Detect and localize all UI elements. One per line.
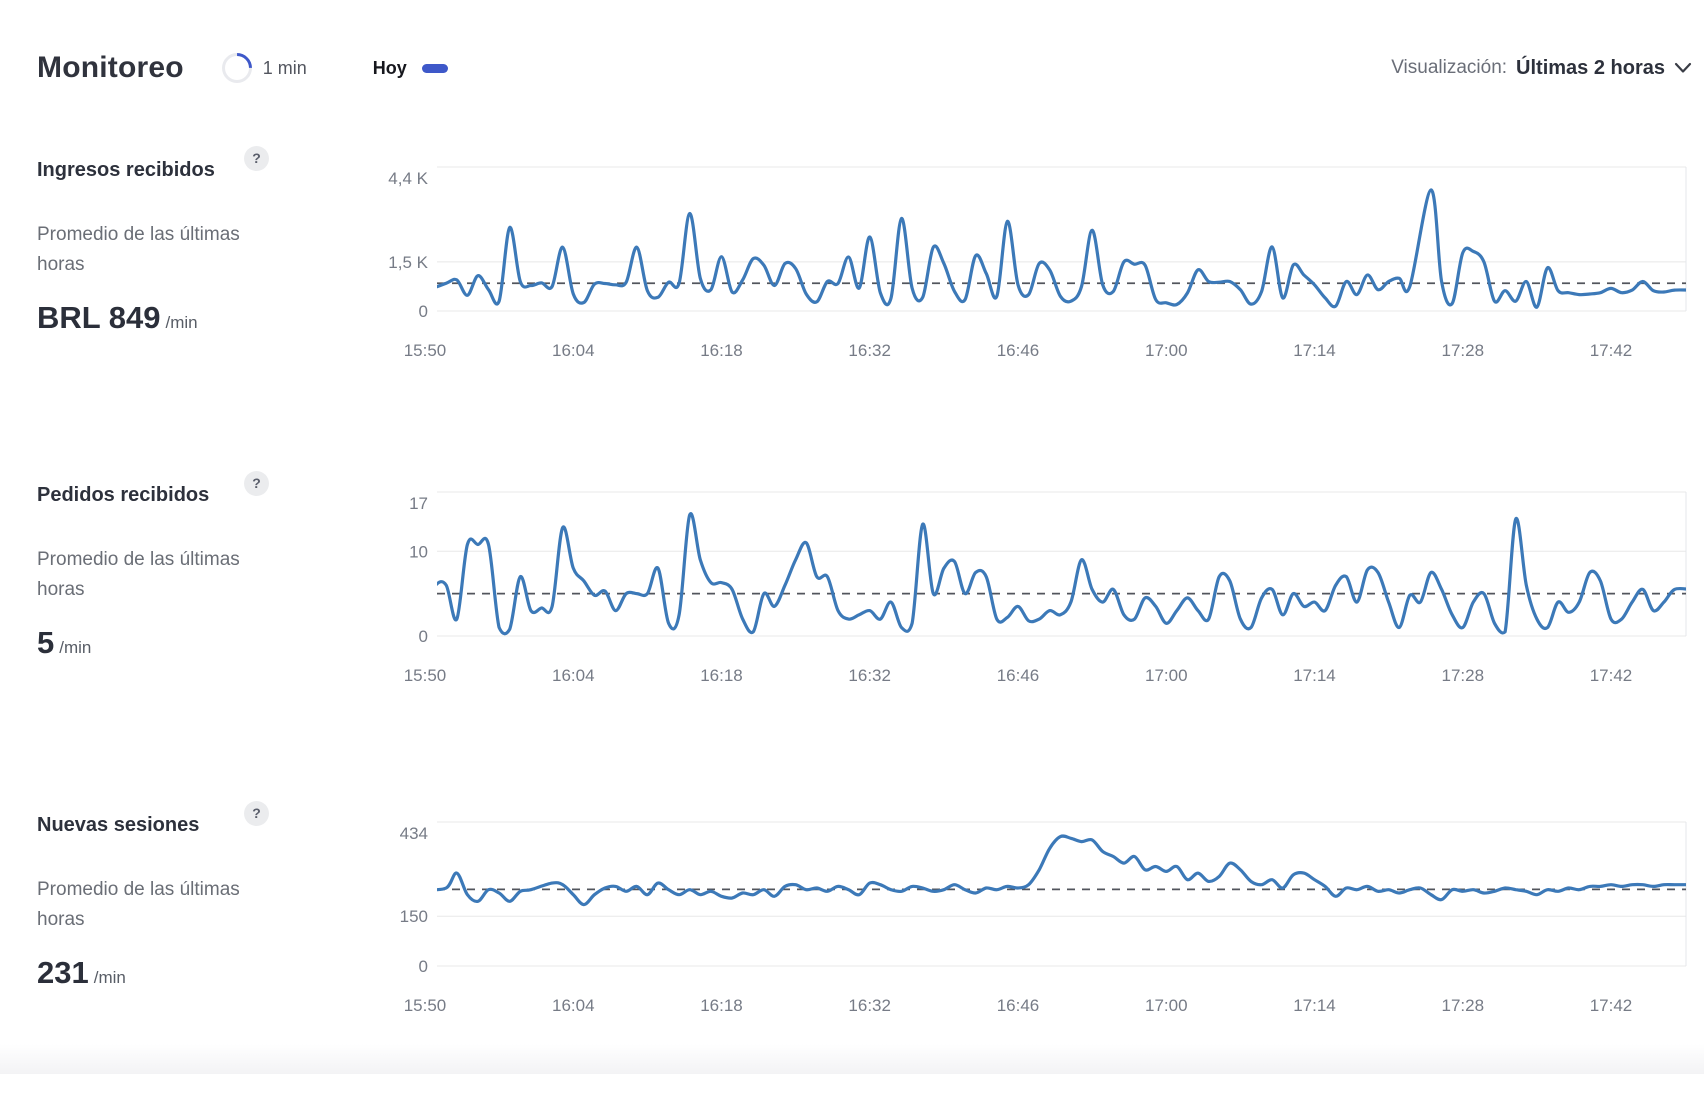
series-line — [437, 512, 1686, 636]
today-label: Hoy — [372, 57, 407, 78]
page-title: Monitoreo — [37, 51, 184, 84]
refresh-interval-label: 1 min — [262, 57, 307, 78]
help-icon[interactable]: ? — [244, 146, 269, 171]
x-axis-tick-label: 16:04 — [552, 666, 595, 685]
x-axis-tick-label: 16:46 — [997, 666, 1040, 685]
y-axis-tick-label: 0 — [419, 627, 428, 646]
metric-subtitle: Promedio de las últimas horas — [37, 224, 240, 275]
x-axis-tick-label: 16:18 — [700, 996, 743, 1015]
refresh-spinner-icon — [215, 46, 258, 90]
y-axis-tick-label: 150 — [400, 907, 428, 926]
series-line — [437, 188, 1686, 309]
x-axis-tick-label: 16:04 — [552, 341, 595, 360]
metric-title: Pedidos recibidos — [37, 484, 210, 506]
metric-value: 231 — [37, 955, 89, 990]
metric-title: Nuevas sesiones — [37, 814, 200, 836]
metric-value: 5 — [37, 625, 55, 660]
metric-subtitle: Promedio de las últimas horas — [37, 879, 240, 930]
metric-value-row: 5/min — [37, 625, 91, 661]
metric-value-row: BRL 849/min — [37, 300, 198, 336]
x-axis-tick-label: 16:32 — [848, 996, 891, 1015]
metric-section-sesiones: Nuevas sesiones ? Promedio de las última… — [37, 795, 1704, 1095]
chevron-down-icon — [1674, 62, 1692, 73]
series-line — [437, 834, 1686, 907]
page-bottom-fade — [0, 1044, 1704, 1074]
metric-value: BRL 849 — [37, 300, 161, 335]
x-axis-tick-label: 16:32 — [848, 341, 891, 360]
x-axis-tick-label: 17:14 — [1293, 341, 1336, 360]
x-axis-tick-label: 17:42 — [1590, 996, 1633, 1015]
x-axis-tick-label: 15:50 — [404, 996, 447, 1015]
line-chart-pedidos[interactable]: 17 10 0 15:50 16:04 16:18 16:32 16:46 17:00 17:14… — [358, 467, 1704, 697]
x-axis-tick-label: 17:14 — [1293, 996, 1336, 1015]
x-axis-tick-label: 16:18 — [700, 341, 743, 360]
metric-section-pedidos: Pedidos recibidos ? Promedio de las últi… — [37, 465, 1704, 765]
line-chart-sesiones[interactable]: 434 150 0 15:50 16:04 16:18 16:32 16:46 17:00 17:… — [358, 797, 1704, 1027]
x-axis-tick-label: 17:00 — [1145, 666, 1188, 685]
x-axis-tick-label: 17:28 — [1442, 341, 1485, 360]
y-axis-tick-label: 434 — [400, 824, 428, 843]
metric-unit: /min — [59, 638, 92, 657]
today-legend-toggle[interactable]: Hoy — [373, 58, 448, 79]
x-axis-tick-label: 17:00 — [1145, 341, 1188, 360]
x-axis-tick-label: 15:50 — [404, 666, 447, 685]
view-range-label: Visualización: — [1391, 57, 1508, 78]
y-axis-tick-label: 0 — [419, 302, 428, 321]
y-axis-tick-label: 0 — [419, 957, 428, 976]
x-axis-tick-label: 17:28 — [1442, 666, 1485, 685]
x-axis-tick-label: 17:00 — [1145, 996, 1188, 1015]
x-axis-tick-label: 17:42 — [1590, 666, 1633, 685]
line-chart-ingresos[interactable]: 4,4 K 1,5 K 0 15:50 16:04 16:18 16:32 16:46 17:0… — [358, 142, 1704, 372]
metric-unit: /min — [93, 968, 126, 987]
today-legend-dash-icon — [421, 63, 448, 73]
y-axis-tick-label: 10 — [409, 542, 428, 561]
x-axis-tick-label: 16:18 — [700, 666, 743, 685]
y-axis-tick-label: 17 — [409, 494, 428, 513]
metric-title: Ingresos recibidos — [37, 159, 215, 181]
y-axis-tick-label: 4,4 K — [388, 169, 428, 188]
help-icon[interactable]: ? — [244, 471, 269, 496]
y-axis-tick-label: 1,5 K — [388, 253, 428, 272]
x-axis-tick-label: 17:28 — [1442, 996, 1485, 1015]
x-axis-tick-label: 16:04 — [552, 996, 595, 1015]
page-header: Monitoreo 1 min Hoy Visualización: Últim… — [37, 44, 1692, 92]
x-axis-tick-label: 15:50 — [404, 341, 447, 360]
view-range-dropdown[interactable]: Visualización: Últimas 2 horas — [1391, 44, 1692, 92]
x-axis-tick-label: 16:46 — [997, 341, 1040, 360]
metric-section-ingresos: Ingresos recibidos ? Promedio de las últ… — [37, 140, 1704, 440]
view-range-value: Últimas 2 horas — [1516, 56, 1665, 79]
metric-subtitle: Promedio de las últimas horas — [37, 549, 240, 600]
x-axis-tick-label: 16:32 — [848, 666, 891, 685]
x-axis-tick-label: 17:14 — [1293, 666, 1336, 685]
x-axis-tick-label: 17:42 — [1590, 341, 1633, 360]
metric-value-row: 231/min — [37, 955, 126, 991]
x-axis-tick-label: 16:46 — [997, 996, 1040, 1015]
metric-unit: /min — [165, 313, 198, 332]
help-icon[interactable]: ? — [244, 801, 269, 826]
